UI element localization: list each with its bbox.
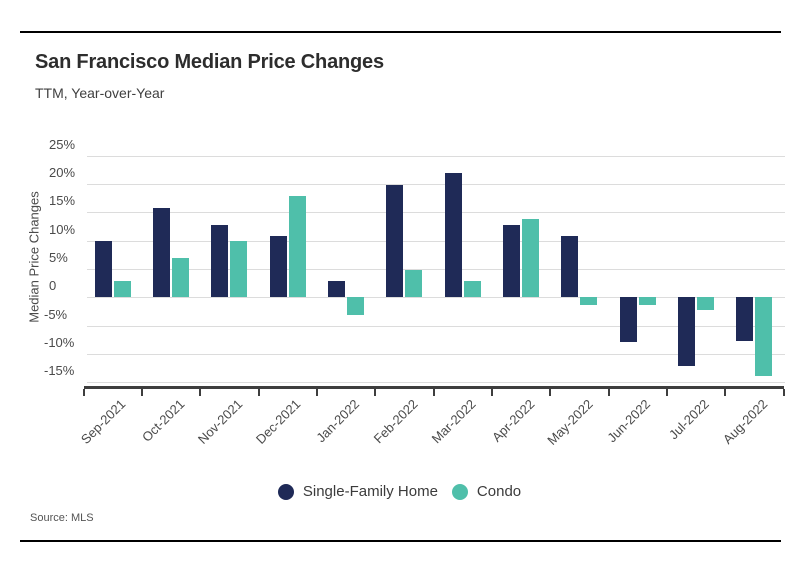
chart-legend: Single-Family Home Condo <box>0 483 799 500</box>
gridline <box>87 155 785 157</box>
y-axis-title: Median Price Changes <box>26 191 42 323</box>
x-tick-label-mar-2022: Mar-2022 <box>428 396 479 447</box>
page-title: San Francisco Median Price Changes <box>35 51 384 73</box>
x-axis-tick <box>724 389 727 396</box>
x-tick-label-aug-2022: Aug-2022 <box>719 396 771 447</box>
x-axis-tick <box>257 389 260 396</box>
gridline <box>87 240 785 242</box>
y-tick-label: 25% <box>49 136 76 152</box>
bar-single-family-home-sep-2021[interactable] <box>94 241 112 298</box>
bar-single-family-home-feb-2022[interactable] <box>386 185 404 298</box>
bar-condo-nov-2021[interactable] <box>230 241 248 298</box>
gridline <box>87 184 785 185</box>
gridline <box>87 325 785 327</box>
y-tick-label: -5% <box>44 306 68 322</box>
gridline <box>87 354 785 355</box>
bar-single-family-home-jul-2022[interactable] <box>678 297 695 367</box>
x-axis-tick <box>490 389 493 396</box>
x-tick-label-dec-2021: Dec-2021 <box>253 396 304 447</box>
legend-item-condo[interactable]: Condo <box>451 483 522 500</box>
bar-condo-jan-2022[interactable] <box>347 297 364 315</box>
bar-condo-jun-2022[interactable] <box>638 297 656 305</box>
x-axis-tick <box>140 389 143 396</box>
x-axis-tick <box>432 389 435 396</box>
y-tick-label: 0 <box>49 278 57 294</box>
bar-single-family-home-jun-2022[interactable] <box>619 297 637 343</box>
bar-condo-dec-2021[interactable] <box>288 196 306 298</box>
x-axis-tick <box>782 389 785 396</box>
x-axis-tick <box>315 389 318 396</box>
legend-swatch-condo-icon <box>451 483 468 500</box>
legend-label: Condo <box>476 483 522 500</box>
gridline <box>87 269 785 270</box>
x-axis-tick <box>374 389 377 396</box>
bar-condo-aug-2022[interactable] <box>755 297 773 377</box>
x-tick-label-apr-2022: Apr-2022 <box>488 396 537 445</box>
y-tick-label: 20% <box>49 165 76 180</box>
bar-condo-sep-2021[interactable] <box>113 281 131 298</box>
bar-single-family-home-oct-2021[interactable] <box>153 208 170 298</box>
x-tick-label-jun-2022: Jun-2022 <box>604 396 654 446</box>
x-axis-tick <box>549 389 552 396</box>
page-subtitle: TTM, Year-over-Year <box>35 85 165 101</box>
bar-condo-feb-2022[interactable] <box>405 269 423 298</box>
gridline <box>87 212 785 214</box>
bar-condo-mar-2022[interactable] <box>463 281 481 298</box>
source-note: Source: MLS <box>30 512 94 524</box>
bar-condo-jul-2022[interactable] <box>697 297 714 310</box>
x-tick-label-may-2022: May-2022 <box>543 396 596 448</box>
bar-single-family-home-dec-2021[interactable] <box>269 235 287 298</box>
x-tick-label-nov-2021: Nov-2021 <box>194 396 246 447</box>
y-tick-label: -15% <box>44 363 75 379</box>
legend-label: Single-Family Home <box>302 483 438 500</box>
bottom-divider <box>20 540 781 542</box>
y-tick-label: -10% <box>44 335 75 350</box>
bar-single-family-home-nov-2021[interactable] <box>211 224 229 298</box>
legend-swatch-single-family-icon <box>277 483 294 500</box>
bar-condo-oct-2021[interactable] <box>172 258 189 298</box>
y-tick-label: 15% <box>49 193 76 209</box>
x-tick-label-oct-2021: Oct-2021 <box>138 396 187 445</box>
x-axis-line <box>83 385 784 389</box>
bar-single-family-home-jan-2022[interactable] <box>328 280 345 298</box>
gridline <box>87 297 785 299</box>
bar-condo-apr-2022[interactable] <box>522 219 539 298</box>
legend-item-single-family-home[interactable]: Single-Family Home <box>277 483 438 500</box>
bar-single-family-home-may-2022[interactable] <box>561 236 579 298</box>
x-axis-tick <box>607 389 610 396</box>
x-axis-tick <box>199 389 202 396</box>
bar-single-family-home-aug-2022[interactable] <box>736 297 754 342</box>
y-tick-label: 5% <box>49 250 68 265</box>
bar-condo-may-2022[interactable] <box>580 297 598 305</box>
bar-single-family-home-mar-2022[interactable] <box>444 173 462 298</box>
x-tick-label-feb-2022: Feb-2022 <box>370 396 421 447</box>
x-tick-label-jul-2022: Jul-2022 <box>666 396 712 443</box>
top-divider <box>20 31 781 33</box>
y-tick-label: 10% <box>49 221 76 237</box>
x-tick-label-sep-2021: Sep-2021 <box>78 396 129 447</box>
x-tick-label-jan-2022: Jan-2022 <box>313 396 362 446</box>
gridline <box>87 382 785 384</box>
x-axis-tick <box>82 389 85 396</box>
bar-single-family-home-apr-2022[interactable] <box>503 224 520 298</box>
x-axis-tick <box>665 389 668 396</box>
